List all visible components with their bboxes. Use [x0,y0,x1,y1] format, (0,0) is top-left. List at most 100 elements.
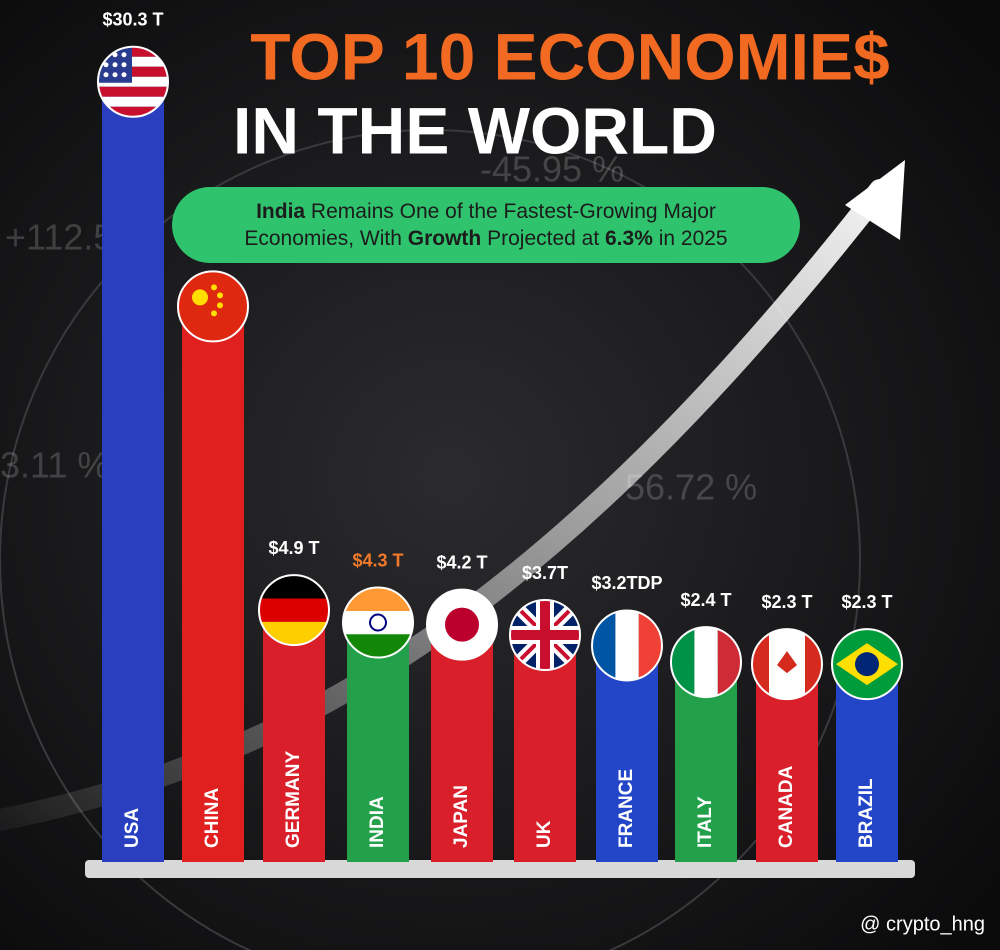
background-text: -45.95 % [480,149,624,190]
flag-part [121,52,127,58]
background-text: +112.5 [5,217,113,258]
flag-part [98,86,168,97]
value-label: $3.7T [522,563,568,583]
category-label: ITALY [695,796,716,848]
flag-ring [97,45,169,118]
flag-ring [342,586,414,659]
flag-ring [177,270,249,343]
flag-part [343,587,413,611]
flag-part [98,46,168,57]
flag-part [717,627,741,698]
flag-part [671,627,695,698]
title-line-2: IN THE WORLD [233,93,717,167]
value-label: $3.2TDP [591,573,662,593]
flag-part [510,600,580,671]
bar [431,624,493,862]
bar [182,306,244,862]
platform [85,860,915,878]
watermark: @ crypto_hng [860,913,985,935]
flag-part [638,610,662,681]
globe [0,129,861,950]
flag-part [121,62,127,68]
subtitle-part: 6.3% [605,227,653,250]
category-label: USA [122,808,143,848]
flag [592,610,662,681]
subtitle-part: India [256,200,306,223]
bar [514,635,576,862]
bar [263,610,325,862]
category-label: BRAZIL [856,778,877,848]
flag-part [121,72,127,78]
category-label: UK [534,820,555,848]
flag-ring [258,574,330,647]
flag-part [98,66,168,77]
flag-part [259,598,329,622]
category-label: GERMANY [283,751,304,848]
background-text: 56.72 % [625,467,757,508]
flag-part [112,72,118,78]
flag [832,629,902,700]
flag-part [694,627,718,698]
category-label: CANADA [776,765,797,848]
flag-part [211,284,217,291]
value-label: $2.3 T [841,592,892,612]
flag-part [343,610,413,635]
flag-part [103,72,109,78]
flag-part [112,62,118,68]
subtitle-part: Remains One of the Fastest-Growing Major… [244,200,722,250]
flag-part [217,292,223,299]
category-label: INDIA [367,796,388,848]
flag [178,271,248,342]
category-label: CHINA [202,788,223,848]
subtitle: India Remains One of the Fastest-Growing… [172,187,800,263]
subtitle-part: Growth [407,227,482,250]
value-label: $4.3 T [352,550,403,570]
flag-part [98,96,168,107]
flag-ring [751,628,823,701]
background-text: 3.11 % [0,445,109,486]
background-texts: -45.95 % +112.5 3.11 % 56.72 % [0,149,757,508]
flag-part [259,621,329,646]
flag-ring [509,599,581,672]
bar [596,645,658,862]
flag-part [217,302,223,309]
bar [347,622,409,862]
flag-part [777,651,797,674]
flag-part [192,289,208,306]
flag-part [343,634,413,658]
value-label: $2.4 T [680,590,731,610]
flag [343,587,413,658]
flag-ring [591,609,663,682]
value-label: $4.9 T [268,538,319,558]
value-label: $30.3 T [102,10,163,30]
flag-part [592,610,616,681]
flag-part [98,56,168,67]
category-label: FRANCE [616,769,637,848]
flag-ring [426,588,498,661]
flag-ring [670,626,742,699]
flag-part [98,76,168,87]
flag [510,600,580,671]
value-label: $4.2 T [436,552,487,572]
flag [427,589,497,660]
flag-ring [831,628,903,701]
subtitle-part: in 2025 [652,227,728,250]
flag [259,575,329,646]
flag-part [98,106,168,117]
flag-part [259,575,329,599]
flag-part [178,271,248,342]
flag-part [369,613,387,632]
value-label: $2.3 T [761,592,812,612]
bar [102,81,164,862]
flag-part [615,610,639,681]
flag-part [103,62,109,68]
subtitle-part: Projected at [481,227,605,250]
flag [671,627,741,698]
title: TOP 10 ECONOMIE$ [250,19,889,93]
flag-part [445,607,479,642]
flag-part [211,310,217,317]
category-label: JAPAN [451,785,472,848]
